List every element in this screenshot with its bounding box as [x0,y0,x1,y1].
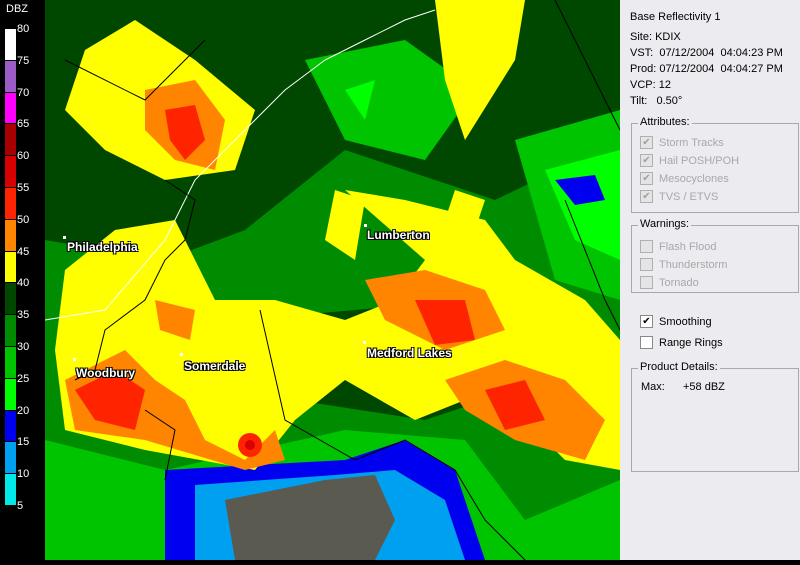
legend-swatch [5,347,16,378]
product-info-panel: Base Reflectivity 1 Site: KDIX VST: 07/1… [620,0,800,560]
legend-swatch [5,315,16,346]
legend-tick: 60 [17,150,30,163]
legend-swatch [5,156,16,187]
attributes-checkbox-tvs-etvs[interactable]: ✔ TVS / ETVS [640,190,718,203]
product-details-group: Product Details: Max: +58 dBZ [631,361,799,472]
city-marker [180,353,183,356]
legend-tick: 20 [17,404,30,417]
attributes-checkbox-storm-tracks[interactable]: ✔ Storm Tracks [640,136,724,149]
legend-swatch [5,442,16,474]
checkbox-label: Thunderstorm [659,258,728,271]
attributes-caption: Attributes: [638,116,692,128]
legend-tick: 50 [17,213,30,226]
city-label-philadelphia: Philadelphia [67,240,138,254]
attributes-group: Attributes: [631,116,799,213]
product-name: Base Reflectivity 1 [630,11,721,23]
smoothing-checkbox[interactable]: ✔ Smoothing [640,315,712,328]
vst-text: VST: 07/12/2004 04:04:23 PM [630,47,783,59]
checkbox-box: ✔ [640,315,653,328]
legend-swatch [5,410,16,442]
prod-text: Prod: 07/12/2004 04:04:27 PM [630,63,783,75]
city-label-lumberton: Lumberton [367,228,430,242]
legend-tick: 80 [17,23,30,35]
warnings-checkbox-thunderstorm[interactable]: Thunderstorm [640,258,727,271]
legend-swatch [5,29,16,60]
legend-swatch [5,92,16,124]
radar-image [44,0,621,561]
checkbox-box [640,240,653,253]
attributes-checkbox-hail-posh-poh[interactable]: ✔ Hail POSH/POH [640,154,739,167]
max-value: +58 dBZ [683,381,725,393]
legend-swatch [5,124,16,156]
legend-swatch [5,219,16,251]
checkbox-box: ✔ [640,154,653,167]
legend-tick: 25 [17,372,30,385]
warnings-checkbox-flash-flood[interactable]: Flash Flood [640,240,716,253]
vcp-text: VCP: 12 [630,79,671,91]
checkbox-box: ✔ [640,190,653,203]
attributes-checkbox-mesocyclones[interactable]: ✔ Mesocyclones [640,172,729,185]
tilt-text: Tilt: 0.50° [630,95,683,107]
legend-tick: 30 [17,341,30,353]
city-marker [363,341,366,344]
range-rings-label: Range Rings [659,336,723,349]
city-label-somerdale: Somerdale [184,359,246,373]
checkbox-box: ✔ [640,172,653,185]
checkbox-label: Flash Flood [659,240,717,253]
city-marker [63,236,66,239]
site-text: Site: KDIX [630,31,681,43]
product-details-caption: Product Details: [638,361,720,373]
legend-swatch [5,378,16,410]
radar-map[interactable]: Philadelphia Lumberton Woodbury Somerdal… [44,0,621,561]
range-rings-checkbox[interactable]: Range Rings [640,336,723,349]
checkbox-label: Mesocyclones [659,172,729,185]
legend-swatch [5,283,16,315]
max-label: Max: [641,381,665,393]
legend-swatch [5,188,16,219]
legend-tick: 10 [17,468,30,481]
legend-tick: 40 [17,277,30,290]
checkbox-label: Tornado [659,276,699,289]
legend-swatch [5,251,16,283]
checkbox-label: Hail POSH/POH [659,154,740,167]
legend-swatch [5,474,16,505]
city-marker [364,224,367,227]
smoothing-label: Smoothing [659,315,712,328]
legend-tick: 15 [17,436,30,449]
checkbox-box [640,276,653,289]
checkbox-label: TVS / ETVS [659,190,719,203]
legend-tick: 70 [17,86,30,99]
city-label-woodbury: Woodbury [76,366,136,380]
city-marker [73,358,76,361]
dbz-legend: DBZ 80 75 70 65 60 55 50 45 40 35 30 25 20 15 10 5 [0,0,45,560]
checkbox-box [640,336,653,349]
legend-tick: 75 [17,54,30,67]
checkbox-box [640,258,653,271]
legend-title: DBZ [6,3,28,15]
legend-tick: 5 [17,500,24,512]
city-label-medford-lakes: Medford Lakes [367,346,452,360]
legend-tick: 55 [17,182,30,194]
legend-swatch [5,60,16,92]
legend-tick: 45 [17,245,30,258]
checkbox-box: ✔ [640,136,653,149]
warnings-checkbox-tornado[interactable]: Tornado [640,276,699,289]
legend-tick: 65 [17,118,30,131]
warnings-group: Warnings: [631,218,799,293]
checkbox-label: Storm Tracks [659,136,724,149]
warnings-caption: Warnings: [638,218,692,230]
legend-tick: 35 [17,309,30,322]
